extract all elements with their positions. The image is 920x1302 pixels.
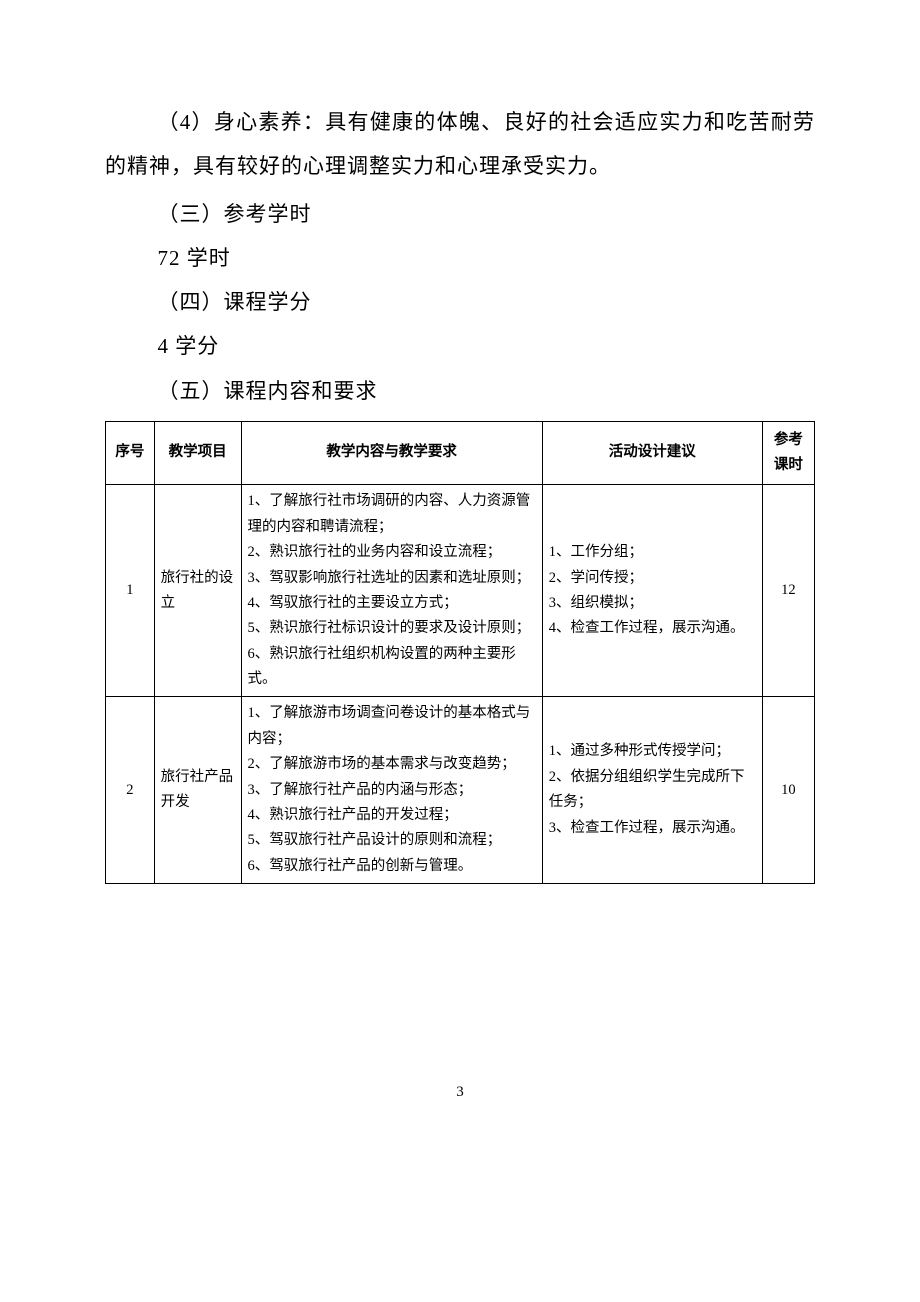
header-item: 教学项目 xyxy=(154,421,241,485)
page-number: 3 xyxy=(105,1084,815,1101)
cell-item: 旅行社的设立 xyxy=(154,485,241,697)
table-row: 2 旅行社产品开发 1、了解旅游市场调查问卷设计的基本格式与内容；2、了解旅游市… xyxy=(106,697,815,884)
table-row: 1 旅行社的设立 1、了解旅行社市场调研的内容、人力资源管理的内容和聘请流程；2… xyxy=(106,485,815,697)
text-hours-value: 72 学时 xyxy=(105,236,815,280)
heading-course-content: （五）课程内容和要求 xyxy=(105,369,815,413)
cell-hours: 10 xyxy=(762,697,814,884)
heading-course-credits: （四）课程学分 xyxy=(105,280,815,324)
table-body: 1 旅行社的设立 1、了解旅行社市场调研的内容、人力资源管理的内容和聘请流程；2… xyxy=(106,485,815,884)
cell-item: 旅行社产品开发 xyxy=(154,697,241,884)
header-content: 教学内容与教学要求 xyxy=(241,421,542,485)
heading-reference-hours: （三）参考学时 xyxy=(105,192,815,236)
table-header-row: 序号 教学项目 教学内容与教学要求 活动设计建议 参考课时 xyxy=(106,421,815,485)
cell-activity: 1、工作分组；2、学问传授；3、组织模拟；4、检查工作过程，展示沟通。 xyxy=(542,485,762,697)
header-hours: 参考课时 xyxy=(762,421,814,485)
cell-seq: 1 xyxy=(106,485,155,697)
cell-activity: 1、通过多种形式传授学问；2、依据分组组织学生完成所下任务；3、检查工作过程，展… xyxy=(542,697,762,884)
paragraph-body-quality: （4）身心素养：具有健康的体魄、良好的社会适应实力和吃苦耐劳的精神，具有较好的心… xyxy=(105,100,815,188)
cell-content: 1、了解旅行社市场调研的内容、人力资源管理的内容和聘请流程；2、熟识旅行社的业务… xyxy=(241,485,542,697)
cell-seq: 2 xyxy=(106,697,155,884)
cell-content: 1、了解旅游市场调查问卷设计的基本格式与内容；2、了解旅游市场的基本需求与改变趋… xyxy=(241,697,542,884)
cell-hours: 12 xyxy=(762,485,814,697)
text-credits-value: 4 学分 xyxy=(105,324,815,368)
header-seq: 序号 xyxy=(106,421,155,485)
course-content-table: 序号 教学项目 教学内容与教学要求 活动设计建议 参考课时 1 旅行社的设立 1… xyxy=(105,421,815,884)
header-activity: 活动设计建议 xyxy=(542,421,762,485)
